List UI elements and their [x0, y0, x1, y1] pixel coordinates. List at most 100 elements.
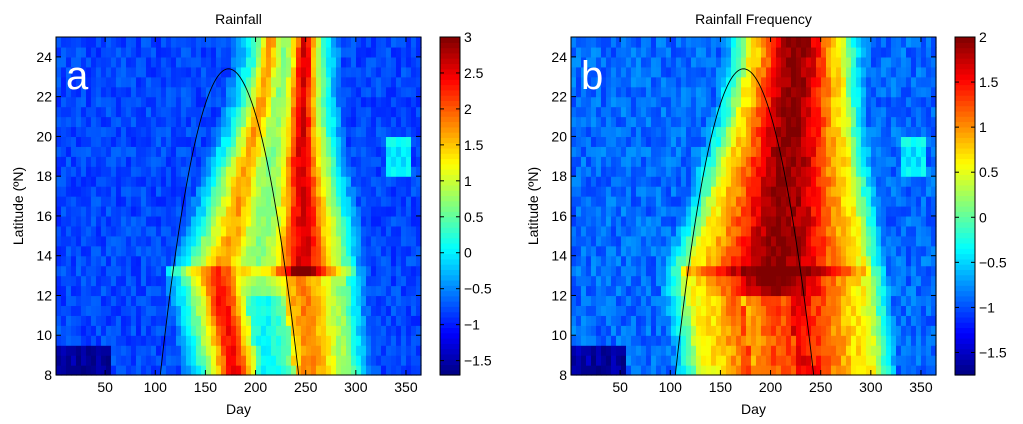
heatmap-cell — [781, 146, 787, 157]
heatmap-cell — [116, 166, 122, 177]
heatmap-cell — [861, 146, 867, 157]
heatmap-cell — [636, 77, 642, 88]
heatmap-cell — [111, 315, 117, 326]
heatmap-cell — [726, 355, 732, 366]
heatmap-cell — [751, 276, 757, 287]
heatmap-cell — [396, 216, 402, 227]
heatmap-cell — [771, 87, 777, 98]
heatmap-cell — [656, 305, 662, 316]
heatmap-cell — [841, 126, 847, 137]
heatmap-cell — [201, 226, 207, 237]
heatmap-cell — [721, 57, 727, 68]
heatmap-cell — [241, 365, 247, 376]
heatmap-cell — [861, 286, 867, 297]
heatmap-cell — [881, 335, 887, 346]
heatmap-cell — [751, 37, 757, 48]
heatmap-cell — [161, 206, 167, 217]
heatmap-cell — [131, 186, 137, 197]
heatmap-cell — [336, 216, 342, 227]
heatmap-cell — [896, 226, 902, 237]
heatmap-cell — [141, 276, 147, 287]
heatmap-cell — [851, 325, 857, 336]
heatmap-cell — [226, 355, 232, 366]
heatmap-cell — [786, 87, 792, 98]
heatmap-cell — [91, 176, 97, 187]
colorbar-segment — [440, 354, 460, 360]
heatmap-cell — [381, 315, 387, 326]
heatmap-cell — [91, 196, 97, 207]
heatmap-cell — [56, 206, 62, 217]
heatmap-cell — [726, 266, 732, 277]
heatmap-cell — [656, 107, 662, 118]
heatmap-cell — [221, 305, 227, 316]
heatmap-cell — [731, 206, 737, 217]
heatmap-cell — [646, 305, 652, 316]
heatmap-cell — [131, 315, 137, 326]
heatmap-cell — [306, 67, 312, 78]
heatmap-cell — [646, 236, 652, 247]
heatmap-cell — [161, 156, 167, 167]
heatmap-cell — [101, 266, 107, 277]
heatmap-cell — [186, 87, 192, 98]
heatmap-cell — [336, 136, 342, 147]
heatmap-cell — [731, 216, 737, 227]
heatmap-cell — [151, 117, 157, 128]
heatmap-cell — [271, 146, 277, 157]
heatmap-cell — [646, 266, 652, 277]
heatmap-cell — [66, 37, 72, 48]
heatmap-cell — [131, 355, 137, 366]
heatmap-cell — [266, 77, 272, 88]
heatmap-cell — [626, 365, 632, 376]
heatmap-cell — [591, 176, 597, 187]
heatmap-cell — [126, 246, 132, 257]
heatmap-cell — [871, 156, 877, 167]
heatmap-cell — [231, 87, 237, 98]
heatmap-cell — [796, 126, 802, 137]
heatmap-cell — [706, 335, 712, 346]
heatmap-cell — [271, 276, 277, 287]
heatmap-cell — [876, 166, 882, 177]
heatmap-cell — [276, 117, 282, 128]
heatmap-cell — [686, 146, 692, 157]
heatmap-cell — [231, 57, 237, 68]
heatmap-cell — [901, 216, 907, 227]
heatmap-cell — [916, 315, 922, 326]
heatmap-cell — [161, 286, 167, 297]
heatmap-cell — [656, 355, 662, 366]
heatmap-cell — [91, 276, 97, 287]
heatmap-cell — [196, 146, 202, 157]
heatmap-cell — [676, 365, 682, 376]
heatmap-cell — [191, 206, 197, 217]
heatmap-cell — [676, 206, 682, 217]
heatmap-cell — [746, 126, 752, 137]
heatmap-cell — [306, 236, 312, 247]
heatmap-cell — [811, 166, 817, 177]
heatmap-cell — [861, 107, 867, 118]
heatmap-cell — [361, 97, 367, 108]
heatmap-cell — [871, 37, 877, 48]
heatmap-cell — [821, 126, 827, 137]
heatmap-cell — [361, 325, 367, 336]
heatmap-cell — [381, 176, 387, 187]
heatmap-cell — [106, 156, 112, 167]
heatmap-cell — [611, 286, 617, 297]
heatmap-cell — [366, 335, 372, 346]
heatmap-cell — [716, 236, 722, 247]
heatmap-cell — [346, 107, 352, 118]
heatmap-cell — [401, 246, 407, 257]
heatmap-cell — [296, 315, 302, 326]
heatmap-cell — [636, 345, 642, 356]
heatmap-cell — [331, 335, 337, 346]
heatmap-cell — [751, 176, 757, 187]
heatmap-cell — [296, 176, 302, 187]
heatmap-cell — [176, 47, 182, 58]
heatmap-cell — [806, 136, 812, 147]
heatmap-cell — [311, 186, 317, 197]
heatmap-cell — [236, 266, 242, 277]
heatmap-cell — [811, 295, 817, 306]
heatmap-cell — [166, 335, 172, 346]
heatmap-cell — [681, 335, 687, 346]
heatmap-cell — [281, 186, 287, 197]
heatmap-cell — [716, 315, 722, 326]
heatmap-cell — [126, 315, 132, 326]
